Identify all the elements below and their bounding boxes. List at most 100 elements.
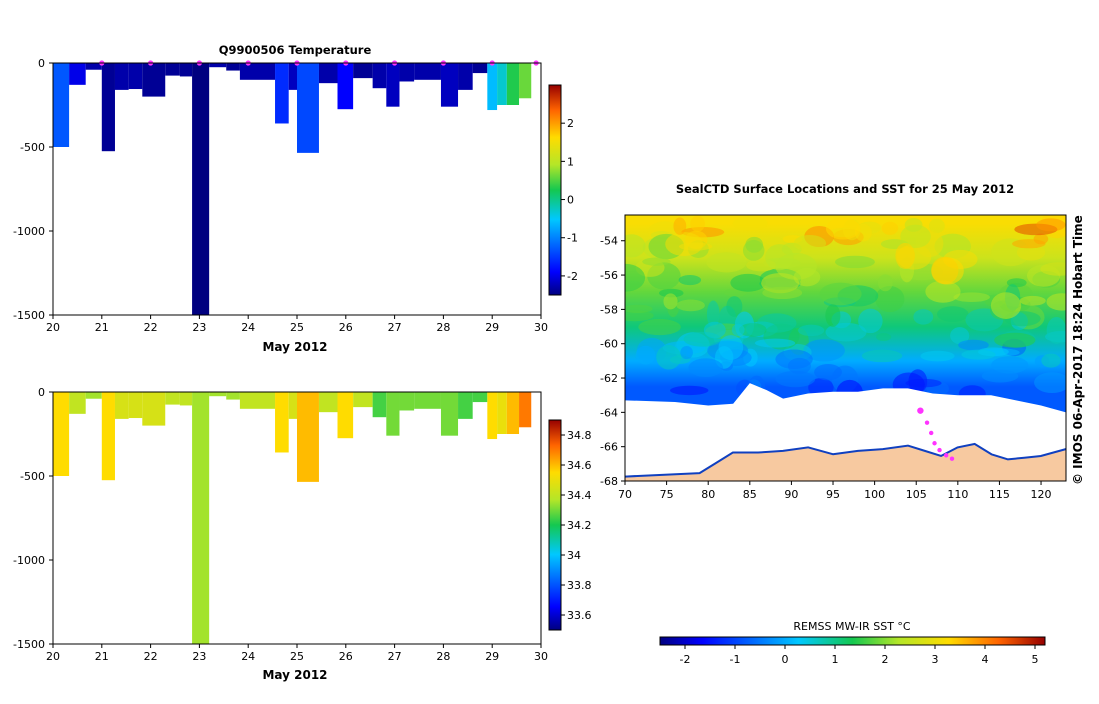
- sst-field-texture: [625, 215, 1066, 407]
- lat-tick-label: -58: [600, 303, 618, 316]
- profile-bar: [440, 63, 459, 107]
- sst-patch: [754, 338, 796, 348]
- sst-patch: [936, 306, 969, 322]
- x-tick-label: 23: [192, 650, 206, 663]
- ctd-location-marker: [932, 441, 937, 446]
- profile-bar: [497, 63, 507, 105]
- profile-bar: [506, 392, 520, 434]
- y-tick-label: 0: [38, 386, 45, 399]
- temperature-x-axis-label: May 2012: [262, 340, 327, 354]
- sst-patch: [742, 239, 765, 261]
- temperature-profile-bars: [53, 63, 532, 315]
- profile-bar: [275, 63, 289, 124]
- ctd-location-marker: [929, 430, 934, 436]
- x-tick-label: 29: [485, 650, 499, 663]
- profile-bar: [414, 392, 441, 409]
- sst-colorbar-tick-label: -1: [730, 653, 741, 666]
- sst-patch: [858, 308, 883, 334]
- colorbar-tick-label: 34.2: [567, 519, 592, 532]
- x-tick-label: 30: [534, 321, 548, 334]
- sst-colorbar-tick-label: 0: [782, 653, 789, 666]
- sst-colorbar-gradient: [659, 636, 1046, 646]
- sst-patch: [642, 257, 671, 266]
- profile-bar: [69, 392, 86, 414]
- profile-bar: [179, 392, 193, 406]
- profile-bar: [337, 392, 354, 439]
- x-tick-label: 25: [290, 650, 304, 663]
- temperature-colorbar-gradient: [548, 84, 562, 296]
- sst-patch: [825, 322, 867, 342]
- x-tick-label: 28: [436, 321, 450, 334]
- x-tick-label: 25: [290, 321, 304, 334]
- profile-bar: [386, 392, 400, 436]
- salinity-profile-bars: [53, 392, 532, 644]
- lat-tick-label: -60: [600, 338, 618, 351]
- profile-bar: [472, 392, 488, 403]
- profile-bar: [142, 392, 166, 426]
- profile-bar: [128, 63, 143, 90]
- y-tick-label: -1000: [13, 225, 45, 238]
- profile-bar: [399, 63, 415, 82]
- sst-patch: [706, 300, 720, 328]
- lon-tick-label: 95: [826, 488, 840, 501]
- sst-colorbar-tick-label: 5: [1032, 653, 1039, 666]
- sst-patch: [981, 369, 1019, 383]
- temperature-section-chart: Q9900506 Temperature 20 21 22 23 24 25 26 27 28 2…: [13, 43, 578, 354]
- profile-bar: [318, 392, 338, 413]
- sst-patch: [775, 349, 813, 370]
- y-tick-label: -1500: [13, 309, 45, 322]
- sst-patch: [731, 323, 745, 337]
- sst-colorbar-tick-label: 1: [832, 653, 839, 666]
- profile-bar: [53, 63, 70, 147]
- sst-patch: [762, 286, 803, 300]
- sst-patch: [798, 324, 825, 337]
- sst-patch: [663, 293, 678, 310]
- colorbar-tick-label: 34.4: [567, 489, 592, 502]
- sst-patch: [726, 296, 743, 317]
- profile-bar: [85, 392, 102, 399]
- ctd-location-marker: [949, 456, 955, 461]
- profile-bar: [209, 63, 227, 68]
- profile-bar: [297, 63, 319, 153]
- sst-patch: [994, 332, 1036, 348]
- x-tick-label: 28: [436, 650, 450, 663]
- profile-bar: [440, 392, 459, 436]
- profile-bar: [372, 392, 387, 418]
- profile-bar: [386, 63, 400, 107]
- profile-bar: [506, 63, 520, 105]
- lat-tick-label: -66: [600, 441, 618, 454]
- x-tick-label: 22: [144, 650, 158, 663]
- lon-tick-label: 110: [947, 488, 968, 501]
- sst-patch: [766, 236, 784, 247]
- sst-patch: [656, 345, 682, 370]
- profile-bar: [226, 392, 240, 400]
- profile-bar: [165, 392, 180, 405]
- sst-patch: [825, 217, 861, 240]
- sst-patch: [730, 273, 766, 292]
- sst-patch: [1012, 239, 1046, 249]
- imos-watermark: © IMOS 06-Apr-2017 18:24 Hobart Time: [1071, 215, 1085, 485]
- sst-patch: [775, 370, 816, 388]
- sst-patch: [990, 292, 1022, 319]
- sst-patch: [625, 234, 646, 258]
- lon-tick-label: 105: [906, 488, 927, 501]
- profile-bar: [414, 63, 441, 80]
- profile-bar: [239, 392, 276, 409]
- profile-bar: [53, 392, 70, 476]
- lon-tick-label: 120: [1031, 488, 1052, 501]
- sst-map-layers: [625, 215, 1066, 481]
- sst-patch: [991, 356, 1029, 374]
- y-tick-label: -500: [20, 141, 45, 154]
- profile-bar: [472, 63, 488, 74]
- lat-tick-label: -56: [600, 269, 618, 282]
- sst-map-lon-ticks: 70 75 80 85 90 95 100 105 110 115 120: [618, 481, 1052, 501]
- sst-patch: [756, 313, 797, 333]
- sst-colorbar-tick-label: 2: [882, 653, 889, 666]
- x-tick-label: 23: [192, 321, 206, 334]
- sst-patch: [834, 255, 875, 269]
- sst-patch: [953, 292, 990, 303]
- x-tick-label: 30: [534, 650, 548, 663]
- x-tick-label: 24: [241, 650, 255, 663]
- salinity-colorbar: 33.6 33.8 34 34.2 34.4 34.6 34.8: [548, 419, 592, 631]
